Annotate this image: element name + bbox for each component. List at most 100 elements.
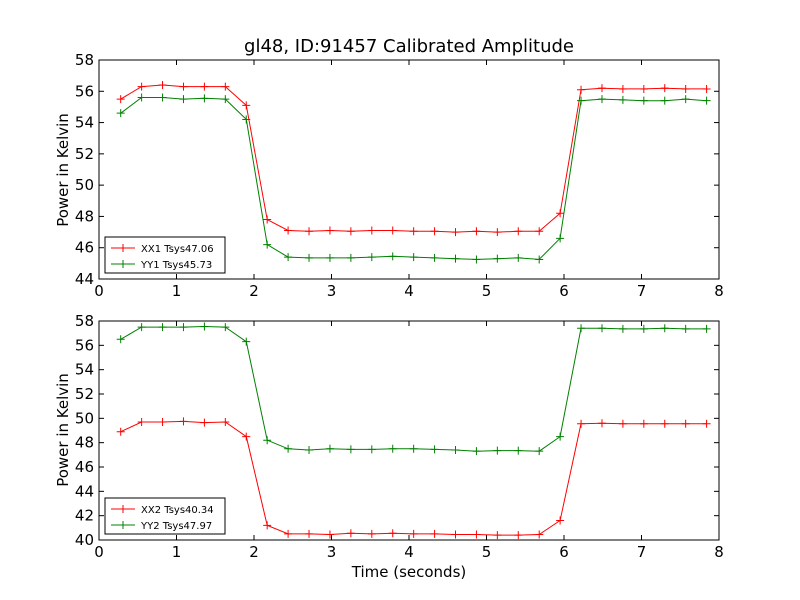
- bottom-plot-series-0-point: [493, 531, 502, 540]
- top-plot-xtick-label: 3: [327, 282, 337, 300]
- bottom-plot-series-0-point: [681, 419, 690, 428]
- top-plot-series-0-point: [451, 228, 460, 237]
- top-plot-series-1-point: [681, 95, 690, 104]
- top-plot-series-1-point: [137, 93, 146, 102]
- top-plot-series-1-point: [618, 95, 627, 104]
- top-plot-legend-item: XX1 Tsys47.06: [111, 244, 214, 255]
- top-plot-ytick-label: 52: [75, 145, 94, 163]
- top-plot-series-1-point: [221, 95, 230, 104]
- bottom-plot-xtick-label: 7: [637, 543, 647, 561]
- bottom-plot-series-1-point: [556, 432, 565, 441]
- top-plot-ytick-label: 44: [75, 270, 94, 288]
- bottom-plot-xtick-label: 3: [327, 543, 337, 561]
- bottom-plot-series-1-point: [116, 335, 125, 344]
- top-plot-series-0-point: [242, 101, 251, 110]
- top-plot-series-0: [116, 81, 711, 237]
- bottom-plot-series-0-point: [200, 418, 209, 427]
- bottom-plot-legend-item: YY2 Tsys47.97: [111, 521, 212, 532]
- bottom-plot-ytick-label: 52: [75, 385, 94, 403]
- top-plot-series-1-point: [179, 95, 188, 104]
- top-plot-series-1-point: [284, 253, 293, 262]
- bottom-plot-series-1-point: [137, 323, 146, 332]
- bottom-plot-series-1-point: [388, 444, 397, 453]
- top-plot-series-1-point: [409, 253, 418, 262]
- top-plot-ytick-label: 46: [75, 239, 94, 257]
- bottom-plot-ytick-label: 42: [75, 507, 94, 525]
- top-plot-series-0-point: [325, 226, 334, 235]
- bottom-plot-series-1-point: [242, 337, 251, 346]
- top-plot-series-1-point: [639, 96, 648, 105]
- bottom-plot-series-1-point: [430, 445, 439, 454]
- top-plot-legend-label: YY1 Tsys45.73: [140, 260, 212, 271]
- bottom-plot-series-0-point: [263, 521, 272, 530]
- bottom-plot-series-1-point: [263, 436, 272, 445]
- bottom-plot-series-0-point: [597, 419, 606, 428]
- bottom-plot-series-1-line: [120, 325, 707, 452]
- bottom-plot-legend: XX2 Tsys40.34 YY2 Tsys47.97: [104, 497, 226, 535]
- bottom-plot-series-1-point: [535, 447, 544, 456]
- bottom-plot-xtick-label: 6: [559, 543, 569, 561]
- top-plot-series-0-point: [305, 227, 314, 236]
- top-plot-xtick-label: 6: [559, 282, 569, 300]
- top-plot-xtick-label: 8: [714, 282, 724, 300]
- bottom-plot-series-1-point: [597, 324, 606, 333]
- top-plot-series-0-point: [660, 84, 669, 93]
- top-plot-series-1-point: [242, 115, 251, 124]
- top-plot-series-0-point: [639, 84, 648, 93]
- bottom-plot-ytick-label: 40: [75, 531, 94, 549]
- bottom-plot-ytick-label: 48: [75, 434, 94, 452]
- top-plot-series-0-point: [388, 226, 397, 235]
- top-plot-series-1-point: [305, 253, 314, 262]
- bottom-plot-series-0-point: [618, 419, 627, 428]
- top-plot-series-1-point: [493, 254, 502, 263]
- top-plot-ytick-label: 48: [75, 207, 94, 225]
- top-plot-xtick-label: 4: [404, 282, 414, 300]
- bottom-plot-series-1-point: [493, 446, 502, 455]
- bottom-plot-series-0-point: [221, 417, 230, 426]
- top-plot-series-1-point: [535, 255, 544, 264]
- top-plot-series-1-point: [158, 93, 167, 102]
- bottom-plot-series-1-point: [179, 323, 188, 332]
- bottom-plot-series-1-point: [221, 323, 230, 332]
- bottom-plot-series-0-point: [116, 427, 125, 436]
- bottom-plot-ytick-label: 44: [75, 482, 94, 500]
- bottom-plot-series-1-point: [346, 445, 355, 454]
- bottom-plot-series-0-point: [660, 419, 669, 428]
- bottom-plot-series-0-point: [430, 529, 439, 538]
- top-plot-ylabel: Power in Kelvin: [54, 113, 72, 227]
- bottom-plot-series-0-point: [305, 529, 314, 538]
- top-plot-ytick-label: 50: [75, 176, 94, 194]
- top-plot-series-1-point: [577, 96, 586, 105]
- top-plot-series-0-point: [702, 84, 711, 93]
- top-plot-series-1-point: [514, 253, 523, 262]
- top-plot-series-0-point: [430, 227, 439, 236]
- bottom-plot-series: [116, 322, 711, 540]
- bottom-plot-series-1-point: [681, 324, 690, 333]
- bottom-plot-series-1-point: [618, 324, 627, 333]
- bottom-plot-series-0-point: [514, 531, 523, 540]
- top-plot-series-1-point: [367, 253, 376, 262]
- bottom-plot-xtick-label: 2: [249, 543, 259, 561]
- top-plot-series-1-point: [430, 253, 439, 262]
- top-plot-series-0-point: [116, 95, 125, 104]
- top-plot-series-0-point: [179, 82, 188, 91]
- top-plot-xtick-label: 2: [249, 282, 259, 300]
- bottom-plot-series-1-point: [200, 322, 209, 331]
- top-plot-legend-marker: [119, 244, 127, 252]
- top-plot-series-0-point: [221, 82, 230, 91]
- top-plot-series-0-point: [597, 84, 606, 93]
- bottom-plot-xtick-label: 8: [714, 543, 724, 561]
- bottom-plot-series-1-point: [472, 447, 481, 456]
- top-plot-series-1-point: [472, 255, 481, 264]
- bottom-plot-series-0-point: [639, 419, 648, 428]
- top-plot-legend-marker: [119, 260, 127, 268]
- top-plot-series-0-point: [284, 226, 293, 235]
- top-plot-legend: XX1 Tsys47.06 YY1 Tsys45.73: [104, 236, 226, 274]
- bottom-plot-series-1-point: [514, 446, 523, 455]
- top-plot-series-0-point: [137, 82, 146, 91]
- top-plot-series-0-point: [158, 81, 167, 90]
